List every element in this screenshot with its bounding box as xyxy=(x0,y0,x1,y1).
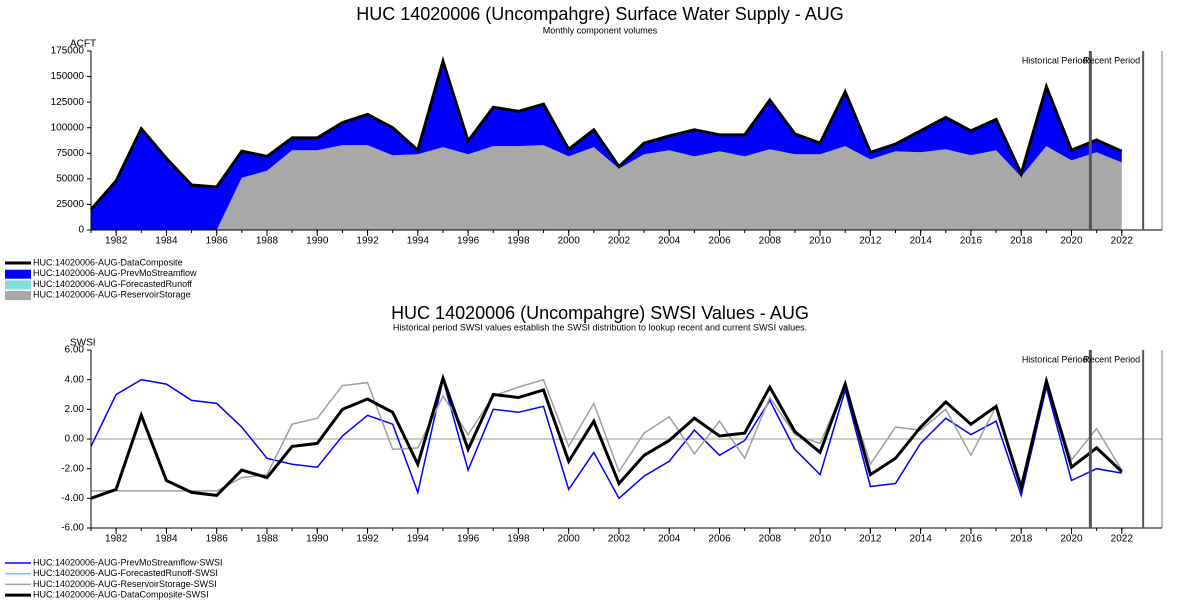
y-tick-label: -4.00 xyxy=(61,493,84,504)
x-tick-label: 2012 xyxy=(859,236,882,247)
legend-label: HUC:14020006-AUG-DataComposite xyxy=(33,257,183,267)
chart-title: HUC 14020006 (Uncompahgre) Surface Water… xyxy=(356,4,844,24)
y-tick-label: 75000 xyxy=(56,148,84,159)
x-tick-label: 1984 xyxy=(155,534,178,545)
x-tick-label: 1994 xyxy=(407,534,430,545)
legend-label: HUC:14020006-AUG-ForecastedRunoff-SWSI xyxy=(33,568,218,578)
x-tick-label: 1986 xyxy=(206,534,229,545)
y-tick-label: 175000 xyxy=(51,46,85,57)
legend-label: HUC:14020006-AUG-DataComposite-SWSI xyxy=(33,589,209,599)
period-label: Recent Period xyxy=(1083,354,1140,364)
x-tick-label: 1994 xyxy=(407,236,430,247)
line-series xyxy=(90,373,1123,500)
x-tick-label: 2000 xyxy=(558,236,581,247)
legend-label: HUC:14020006-AUG-ReservoirStorage-SWSI xyxy=(33,579,217,589)
y-tick-label: -6.00 xyxy=(61,523,84,534)
x-tick-label: 1982 xyxy=(105,236,128,247)
x-tick-label: 2022 xyxy=(1111,534,1134,545)
x-tick-label: 1984 xyxy=(155,236,178,247)
x-tick-label: 1988 xyxy=(256,534,279,545)
x-tick-label: 1998 xyxy=(507,534,530,545)
x-tick-label: 2008 xyxy=(759,534,782,545)
x-tick-label: 1988 xyxy=(256,236,279,247)
y-tick-label: 150000 xyxy=(51,71,85,82)
x-tick-label: 2006 xyxy=(708,534,731,545)
x-tick-label: 2022 xyxy=(1111,236,1134,247)
x-tick-label: 1992 xyxy=(356,534,379,545)
legend-label: HUC:14020006-AUG-ForecastedRunoff xyxy=(33,279,192,289)
y-tick-label: -2.00 xyxy=(61,463,84,474)
x-tick-label: 2008 xyxy=(759,236,782,247)
y-tick-label: 125000 xyxy=(51,97,85,108)
chart-subtitle: Historical period SWSI values establish … xyxy=(393,322,807,332)
line-series xyxy=(89,55,1123,211)
x-tick-label: 1996 xyxy=(457,236,480,247)
x-tick-label: 2002 xyxy=(608,534,631,545)
y-tick-label: 2.00 xyxy=(65,404,85,415)
x-tick-label: 2016 xyxy=(960,236,983,247)
period-label: Historical Period xyxy=(1022,354,1088,364)
x-tick-label: 2014 xyxy=(910,236,933,247)
y-tick-label: 6.00 xyxy=(65,345,85,356)
x-tick-label: 2004 xyxy=(658,236,681,247)
x-tick-label: 1998 xyxy=(507,236,530,247)
line-series xyxy=(90,378,1122,500)
period-label: Historical Period xyxy=(1022,55,1088,65)
legend-label: HUC:14020006-AUG-PrevMoStreamflow xyxy=(33,268,197,278)
y-axis-label: SWSI xyxy=(70,338,96,349)
x-tick-label: 2014 xyxy=(910,534,933,545)
period-label: Recent Period xyxy=(1083,55,1140,65)
x-tick-label: 2000 xyxy=(558,534,581,545)
y-tick-label: 0 xyxy=(78,225,84,236)
y-tick-label: 100000 xyxy=(51,122,85,133)
x-tick-label: 2016 xyxy=(960,534,983,545)
x-tick-label: 1992 xyxy=(356,236,379,247)
y-tick-label: 0.00 xyxy=(65,434,85,445)
chart-title: HUC 14020006 (Uncompahgre) SWSI Values -… xyxy=(391,303,809,323)
x-tick-label: 2010 xyxy=(809,534,832,545)
x-tick-label: 1990 xyxy=(306,236,329,247)
x-tick-label: 1990 xyxy=(306,534,329,545)
x-tick-label: 1996 xyxy=(457,534,480,545)
x-tick-label: 2004 xyxy=(658,534,681,545)
x-tick-label: 2018 xyxy=(1010,236,1033,247)
legend-swatch xyxy=(5,269,31,279)
y-tick-label: 25000 xyxy=(56,199,84,210)
x-tick-label: 2020 xyxy=(1060,534,1083,545)
y-tick-label: 4.00 xyxy=(65,374,85,385)
area-series xyxy=(91,145,1122,230)
x-tick-label: 2020 xyxy=(1060,236,1083,247)
area-series xyxy=(91,61,1122,231)
x-tick-label: 2002 xyxy=(608,236,631,247)
legend-label: HUC:14020006-AUG-ReservoirStorage xyxy=(33,289,191,299)
legend-label: HUC:14020006-AUG-PrevMoStreamflow-SWSI xyxy=(33,557,223,567)
x-tick-label: 1982 xyxy=(105,534,128,545)
y-axis-label: ACFT xyxy=(70,39,96,50)
legend-swatch xyxy=(5,291,31,301)
y-tick-label: 50000 xyxy=(56,173,84,184)
x-tick-label: 2006 xyxy=(708,236,731,247)
chart-subtitle: Monthly component volumes xyxy=(543,25,658,35)
x-tick-label: 1986 xyxy=(206,236,229,247)
x-tick-label: 2018 xyxy=(1010,534,1033,545)
x-tick-label: 2010 xyxy=(809,236,832,247)
legend-swatch xyxy=(5,280,31,290)
x-tick-label: 2012 xyxy=(859,534,882,545)
